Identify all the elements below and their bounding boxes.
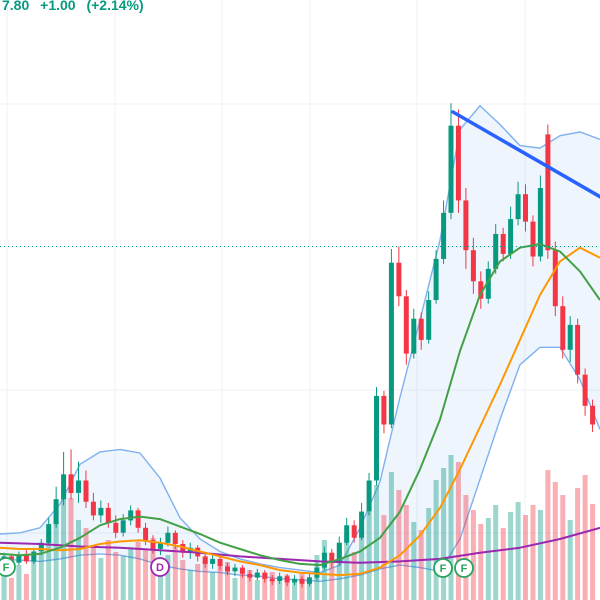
- ticker-change-pct: (+2.14%): [86, 0, 144, 13]
- ma-long-line: [0, 526, 600, 564]
- svg-text:F: F: [461, 563, 468, 575]
- svg-text:F: F: [3, 562, 10, 574]
- svg-text:F: F: [440, 563, 447, 575]
- ticker-change: +1.00: [40, 0, 76, 13]
- ma-fast-line: [0, 243, 600, 567]
- ma-slow-line: [0, 246, 600, 577]
- ticker: 7.80 +1.00 (+2.14%): [2, 0, 151, 13]
- trendline[interactable]: [451, 110, 600, 199]
- candles: [1, 103, 596, 588]
- ticker-price: 7.80: [2, 0, 30, 13]
- bollinger-band: [0, 104, 600, 583]
- svg-text:D: D: [156, 562, 164, 574]
